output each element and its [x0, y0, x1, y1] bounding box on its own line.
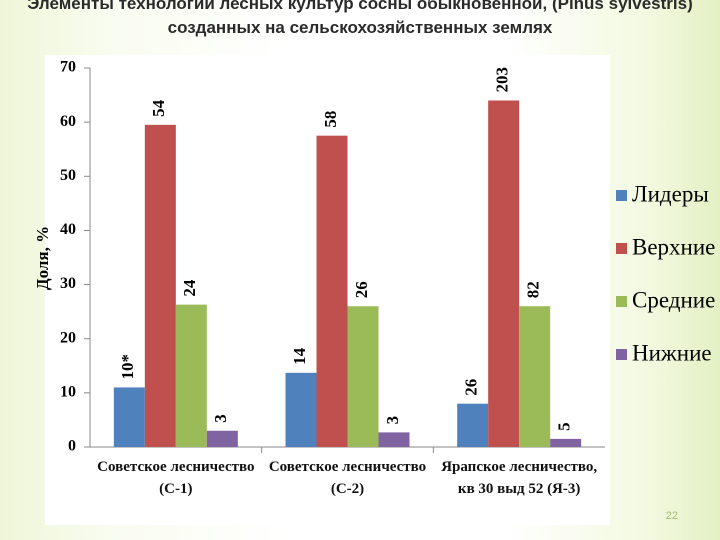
bar-annotation: 82	[524, 281, 543, 298]
bar	[347, 306, 379, 447]
slide-title: Элементы технологии лесных культур сосны…	[27, 0, 693, 37]
bar-annotation: 58	[321, 111, 340, 128]
legend-label: Нижние	[632, 340, 712, 365]
bar-annotation: 54	[149, 99, 168, 117]
legend-swatch	[616, 349, 627, 360]
bar	[457, 403, 489, 447]
bar	[378, 432, 410, 447]
bar-annotation: 203	[493, 67, 512, 92]
legend-swatch	[616, 296, 627, 307]
legend-label: Верхние	[632, 234, 715, 259]
bar	[113, 387, 145, 447]
bar	[144, 124, 176, 447]
bar-annotation: 3	[211, 414, 230, 423]
bar	[175, 304, 207, 447]
bar-annotation: 26	[462, 379, 481, 396]
bar	[488, 100, 520, 447]
y-tick-label: 50	[60, 167, 76, 184]
bar	[316, 135, 348, 447]
bar	[206, 430, 238, 447]
x-tick-label: Советское лесничество (С-2)	[268, 459, 427, 497]
x-tick-label: Советское лесничество (С-1)	[97, 459, 255, 497]
y-tick-label: 30	[60, 275, 76, 292]
y-tick-label: 70	[60, 59, 76, 76]
y-tick-label: 40	[60, 221, 76, 238]
page-number: 22	[665, 510, 678, 522]
bar	[550, 438, 582, 447]
bar-annotation: 14	[290, 347, 309, 365]
legend-swatch	[616, 190, 627, 201]
bar-annotation: 26	[352, 281, 371, 298]
bar-annotation: 3	[383, 416, 402, 425]
x-tick-label: Ярапское лесничество, кв 30 выд 52 (Я-3)	[441, 459, 598, 497]
y-tick-label: 0	[68, 438, 76, 455]
legend-label: Средние	[632, 287, 715, 312]
y-tick-label: 20	[60, 329, 76, 346]
bar-annotation: 24	[180, 279, 199, 297]
y-tick-label: 60	[60, 113, 76, 130]
legend-label: Лидеры	[632, 181, 709, 206]
bar-annotation: 10*	[118, 354, 137, 380]
legend-swatch	[616, 243, 627, 254]
bar-annotation: 5	[555, 422, 574, 431]
y-axis-label: Доля, %	[33, 226, 52, 290]
bar	[285, 372, 317, 447]
y-tick-label: 10	[60, 384, 76, 401]
bar	[519, 306, 551, 447]
